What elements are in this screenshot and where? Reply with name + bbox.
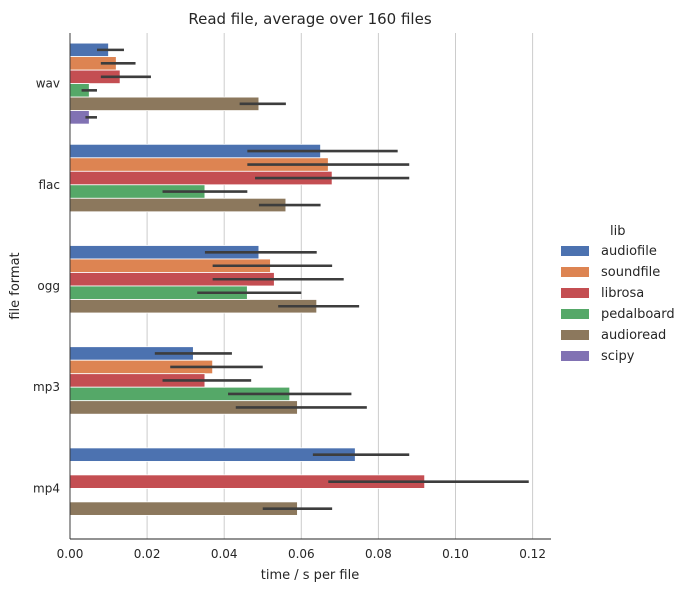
legend-item-scipy: scipy (561, 346, 634, 366)
error-bars (81, 48, 529, 510)
y-ticks: wav flac ogg mp3 mp4 (33, 77, 60, 496)
legend-item-librosa: librosa (561, 283, 644, 303)
legend-label: pedalboard (601, 306, 675, 322)
legend-label: scipy (601, 348, 635, 364)
chart-title: Read file, average over 160 files (188, 10, 431, 28)
axes (69, 33, 551, 540)
legend-swatch (561, 267, 589, 277)
x-tick-label: 0.06 (288, 547, 315, 561)
x-ticks: 0.00 0.02 0.04 0.06 0.08 0.10 0.12 (57, 547, 546, 561)
legend-swatch (561, 330, 589, 340)
legend-item-pedalboard: pedalboard (561, 304, 675, 324)
x-tick-label: 0.10 (442, 547, 469, 561)
legend-swatch (561, 288, 589, 298)
bar-audiofile-mp4 (69, 447, 356, 462)
y-tick-label: flac (38, 178, 60, 192)
legend-title: lib (610, 224, 626, 239)
x-tick-label: 0.00 (57, 547, 84, 561)
x-axis-label: time / s per file (261, 568, 359, 583)
x-tick-label: 0.12 (519, 547, 546, 561)
y-tick-label: mp4 (33, 481, 60, 495)
bar-audioread-wav (69, 96, 260, 111)
legend-swatch (561, 309, 589, 319)
x-tick-label: 0.02 (134, 547, 161, 561)
y-tick-label: wav (36, 77, 60, 91)
x-tick-label: 0.04 (211, 547, 238, 561)
legend-swatch (561, 351, 589, 361)
legend-swatch (561, 246, 589, 256)
legend-item-audiofile: audiofile (561, 241, 657, 261)
legend-label: soundfile (601, 264, 661, 280)
legend-item-audioread: audioread (561, 325, 666, 345)
bars (69, 42, 426, 516)
y-axis-label: file format (8, 252, 23, 319)
legend-label: audioread (601, 327, 667, 343)
legend-item-soundfile: soundfile (561, 262, 660, 282)
y-tick-label: ogg (37, 279, 60, 293)
legend-label: audiofile (601, 243, 657, 259)
bar-audioread-flac (69, 197, 287, 213)
x-tick-label: 0.08 (365, 547, 392, 561)
y-tick-label: mp3 (33, 380, 60, 394)
legend-label: librosa (601, 285, 645, 301)
